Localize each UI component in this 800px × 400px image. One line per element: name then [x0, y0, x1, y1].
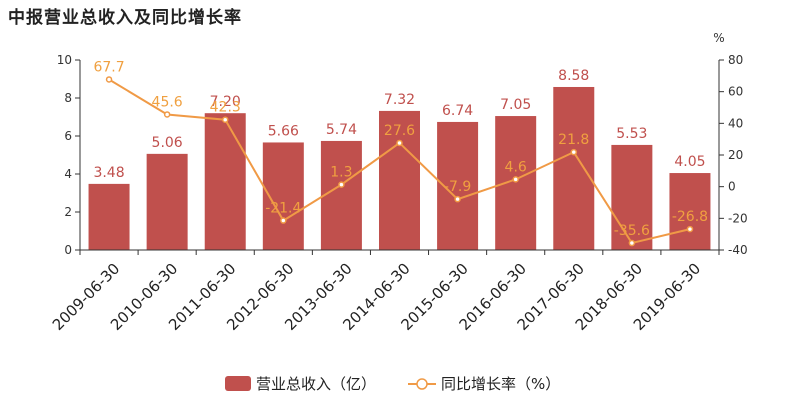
growth-value-label: 1.3 — [330, 165, 352, 181]
growth-value-label: 21.8 — [558, 132, 589, 148]
y-tick-label: 8 — [64, 91, 72, 105]
y2-tick-label: 60 — [728, 85, 743, 99]
y-tick-label: 0 — [64, 243, 72, 257]
growth-value-label: -26.8 — [672, 209, 708, 225]
bar-2011-06-30 — [204, 113, 246, 250]
bar-value-label: 5.53 — [616, 126, 647, 142]
growth-point-2013-06-30 — [338, 181, 345, 188]
bar-value-label: 6.74 — [442, 103, 473, 119]
growth-value-label: 4.6 — [505, 159, 527, 175]
y-tick-label: 2 — [64, 205, 72, 219]
growth-value-label: -7.9 — [444, 179, 471, 195]
legend-bar-swatch — [225, 376, 251, 391]
legend-line-marker — [416, 378, 428, 390]
growth-value-label: -21.4 — [265, 201, 301, 217]
y-tick-label: 4 — [64, 167, 72, 181]
bar-value-label: 8.58 — [558, 68, 589, 84]
growth-point-2019-06-30 — [686, 225, 694, 233]
bar-value-label: 5.74 — [326, 122, 357, 138]
y2-tick-label: 20 — [728, 148, 743, 162]
chart-title: 中报营业总收入及同比增长率 — [8, 8, 242, 28]
growth-value-label: 27.6 — [384, 123, 415, 139]
legend-line-label: 同比增长率（%） — [441, 375, 560, 393]
bar-value-label: 4.05 — [674, 154, 705, 170]
y2-unit-label: % — [713, 31, 724, 45]
bar-2019-06-30 — [669, 173, 711, 250]
legend-bar-label: 营业总收入（亿） — [256, 375, 376, 393]
y2-tick-label: 80 — [728, 53, 743, 67]
bar-2017-06-30 — [553, 86, 595, 250]
growth-point-2014-06-30 — [396, 139, 403, 147]
y-tick-label: 6 — [64, 129, 72, 143]
growth-value-label: -35.6 — [614, 223, 650, 239]
growth-point-2015-06-30 — [454, 195, 461, 203]
bar-2009-06-30 — [88, 183, 130, 250]
bar-value-label: 7.20 — [210, 94, 241, 110]
growth-point-2009-06-30 — [105, 76, 113, 83]
growth-value-label: 67.7 — [93, 59, 124, 75]
growth-point-2011-06-30 — [221, 116, 229, 123]
growth-value-label: 42.3 — [210, 100, 241, 116]
bar-value-label: 3.48 — [93, 165, 124, 181]
bar-2014-06-30 — [379, 110, 420, 250]
y-tick-label: 10 — [57, 53, 72, 67]
bar-value-label: 5.66 — [268, 123, 299, 139]
data-labels: 3.48 5.06 7.20 5.66 5.74 7.32 6.74 7.05 8.58 5.53… — [93, 59, 708, 239]
line-series — [105, 76, 694, 247]
growth-value-label: 45.6 — [152, 94, 183, 110]
bar-value-label: 5.06 — [152, 135, 183, 151]
growth-point-2012-06-30 — [280, 217, 287, 224]
y2-tick-label: 0 — [728, 180, 736, 194]
bar-2013-06-30 — [320, 140, 362, 250]
y2-tick-label: 40 — [728, 116, 743, 130]
bar-2010-06-30 — [146, 153, 188, 250]
bar-2016-06-30 — [495, 116, 537, 250]
growth-point-2010-06-30 — [163, 111, 171, 118]
bar-value-label: 7.05 — [500, 97, 531, 113]
bar-2018-06-30 — [611, 144, 653, 250]
growth-point-2017-06-30 — [570, 148, 578, 156]
y2-tick-label: -20 — [728, 211, 748, 225]
growth-point-2016-06-30 — [512, 176, 519, 183]
bar-value-label: 7.32 — [384, 92, 415, 108]
y2-tick-label: -40 — [728, 243, 748, 257]
legend: 营业总收入（亿） 同比增长率（%） — [225, 375, 560, 393]
growth-point-2018-06-30 — [628, 239, 636, 247]
